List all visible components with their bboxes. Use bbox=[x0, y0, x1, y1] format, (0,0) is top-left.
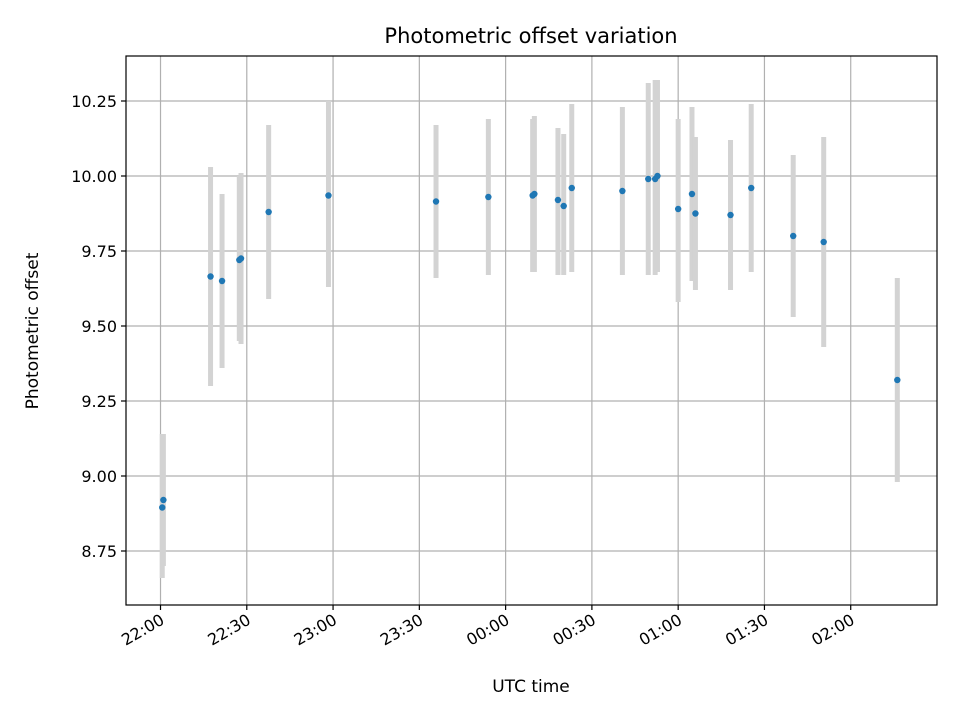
data-point bbox=[654, 172, 661, 180]
y-tick-label: 10.00 bbox=[71, 167, 117, 186]
data-point bbox=[568, 184, 575, 192]
y-tick-label: 9.00 bbox=[81, 467, 117, 486]
data-point bbox=[894, 376, 901, 384]
data-point bbox=[619, 187, 626, 195]
data-point bbox=[692, 210, 699, 217]
y-tick-label: 9.75 bbox=[81, 242, 117, 261]
data-point bbox=[160, 496, 167, 504]
data-points bbox=[159, 172, 901, 511]
data-point bbox=[748, 184, 755, 192]
data-point bbox=[554, 196, 562, 204]
data-point bbox=[325, 192, 332, 199]
y-tick-label: 9.50 bbox=[81, 317, 117, 336]
y-tick-label: 9.25 bbox=[81, 392, 117, 411]
data-point bbox=[485, 193, 492, 201]
data-point bbox=[727, 211, 734, 219]
data-point bbox=[820, 238, 827, 246]
data-point bbox=[159, 504, 166, 511]
x-axis-label: UTC time bbox=[492, 677, 570, 697]
data-point bbox=[432, 198, 440, 205]
data-point bbox=[790, 232, 797, 240]
data-point bbox=[688, 190, 696, 198]
data-point bbox=[560, 202, 567, 210]
plot-area-frame bbox=[125, 55, 938, 606]
data-point bbox=[645, 175, 652, 183]
y-axis-ticks: 8.75 9.00 9.25 9.50 9.75 10.00 10.25 bbox=[71, 92, 126, 561]
data-point bbox=[531, 190, 538, 198]
data-point bbox=[674, 205, 682, 213]
chart-title: Photometric offset variation bbox=[384, 24, 677, 48]
data-point bbox=[237, 255, 245, 262]
y-tick-label: 10.25 bbox=[71, 92, 117, 111]
data-point bbox=[218, 277, 226, 285]
data-point bbox=[207, 273, 214, 280]
y-tick-label: 8.75 bbox=[81, 542, 117, 561]
y-axis-label: Photometric offset bbox=[23, 252, 43, 409]
data-point bbox=[265, 208, 272, 216]
